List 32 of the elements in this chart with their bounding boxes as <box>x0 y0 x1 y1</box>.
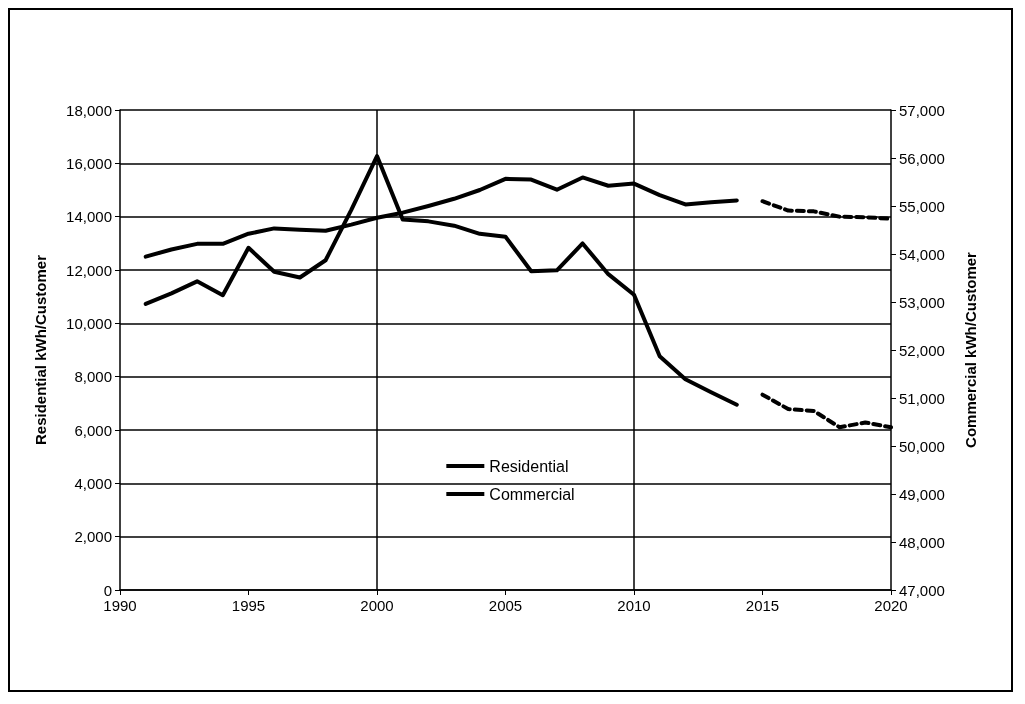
x-tick-label: 2000 <box>360 597 394 614</box>
y-tick-label: 8,000 <box>74 368 112 386</box>
y2-tick-label: 53,000 <box>899 293 945 311</box>
y2-tick-label: 52,000 <box>899 341 945 359</box>
y-tick-label: 0 <box>103 581 112 599</box>
legend-label: Residential <box>489 457 569 475</box>
x-tick-label: 2005 <box>488 597 523 614</box>
y2-tick-label: 48,000 <box>899 533 945 551</box>
x-tick-label: 1990 <box>103 597 137 614</box>
y2-tick-label: 54,000 <box>899 245 945 263</box>
y2-tick-label: 56,000 <box>899 149 945 167</box>
y-tick-label: 16,000 <box>66 154 112 172</box>
y-tick-label: 4,000 <box>74 474 112 492</box>
y-tick-label: 12,000 <box>66 261 112 279</box>
y2-axis-title: Commercial kWh/Customer <box>962 251 979 448</box>
y-tick-label: 18,000 <box>66 101 112 119</box>
legend-label: Commercial <box>489 485 575 503</box>
y2-tick-label: 47,000 <box>899 581 945 599</box>
y2-tick-label: 55,000 <box>899 197 945 215</box>
y-axis-title: Residential kWh/Customer <box>32 254 49 446</box>
x-tick-label: 1995 <box>231 597 266 614</box>
y2-tick-label: 49,000 <box>899 485 945 503</box>
x-tick-label: 2015 <box>745 597 780 614</box>
y-tick-label: 6,000 <box>74 421 112 439</box>
y-tick-label: 2,000 <box>74 528 112 546</box>
y-tick-label: 10,000 <box>66 314 112 332</box>
y2-tick-label: 50,000 <box>899 437 945 455</box>
x-tick-label: 2020 <box>874 597 908 614</box>
y2-tick-label: 57,000 <box>899 101 945 119</box>
x-tick-label: 2010 <box>617 597 651 614</box>
y-tick-label: 14,000 <box>66 208 112 226</box>
y2-tick-label: 51,000 <box>899 389 945 407</box>
